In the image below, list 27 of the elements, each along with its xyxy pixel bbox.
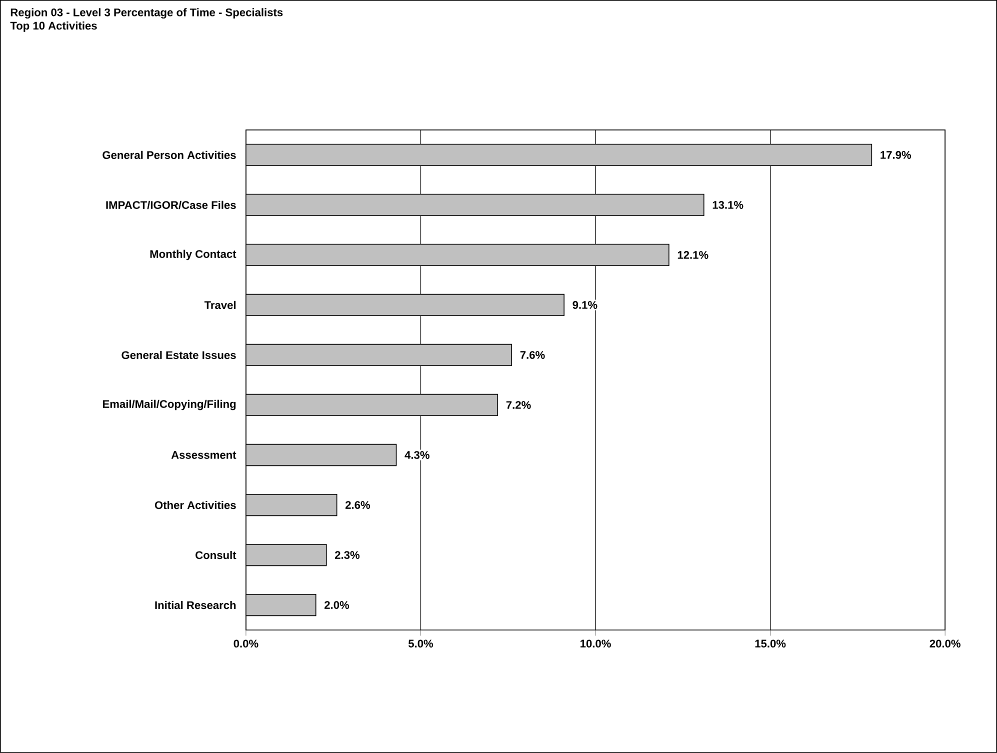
x-tick-label: 15.0%	[755, 640, 786, 648]
y-tick-label: IMPACT/IGOR/Case Files	[106, 200, 236, 210]
x-tick-label: 5.0%	[408, 640, 434, 648]
y-tick-label: General Person Activities	[102, 150, 236, 160]
y-tick-label: Travel	[204, 300, 236, 310]
x-tick-label: 20.0%	[930, 640, 960, 648]
data-label: 13.1%	[712, 201, 744, 209]
data-label: 2.3%	[335, 551, 360, 559]
data-label: 9.1%	[572, 301, 598, 309]
y-tick-label: Consult	[196, 550, 236, 560]
y-tick-label: Monthly Contact	[150, 250, 236, 260]
data-label: 7.2%	[506, 401, 531, 409]
y-tick-label: Other Activities	[154, 500, 236, 510]
text: Region 03 - Level 3 Percentage of Time - Specialists	[10, 8, 283, 19]
data-label: 17.9%	[880, 151, 912, 159]
x-tick-label: 0.0%	[234, 640, 258, 648]
x-tick-label: 10.0%	[580, 640, 611, 648]
text: Top 10 Activities	[10, 22, 97, 32]
data-label: 7.6%	[520, 351, 545, 359]
data-label: 2.0%	[324, 601, 350, 609]
data-label: 2.6%	[345, 501, 370, 509]
y-tick-label: Assessment	[171, 451, 236, 459]
y-tick-label: Initial Research	[155, 601, 236, 610]
data-label: 4.3%	[404, 451, 430, 459]
y-tick-label: Email/Mail/Copying/Filing	[102, 400, 236, 410]
y-tick-label: General Estate Issues	[122, 350, 236, 360]
data-label: 12.1%	[678, 251, 708, 259]
